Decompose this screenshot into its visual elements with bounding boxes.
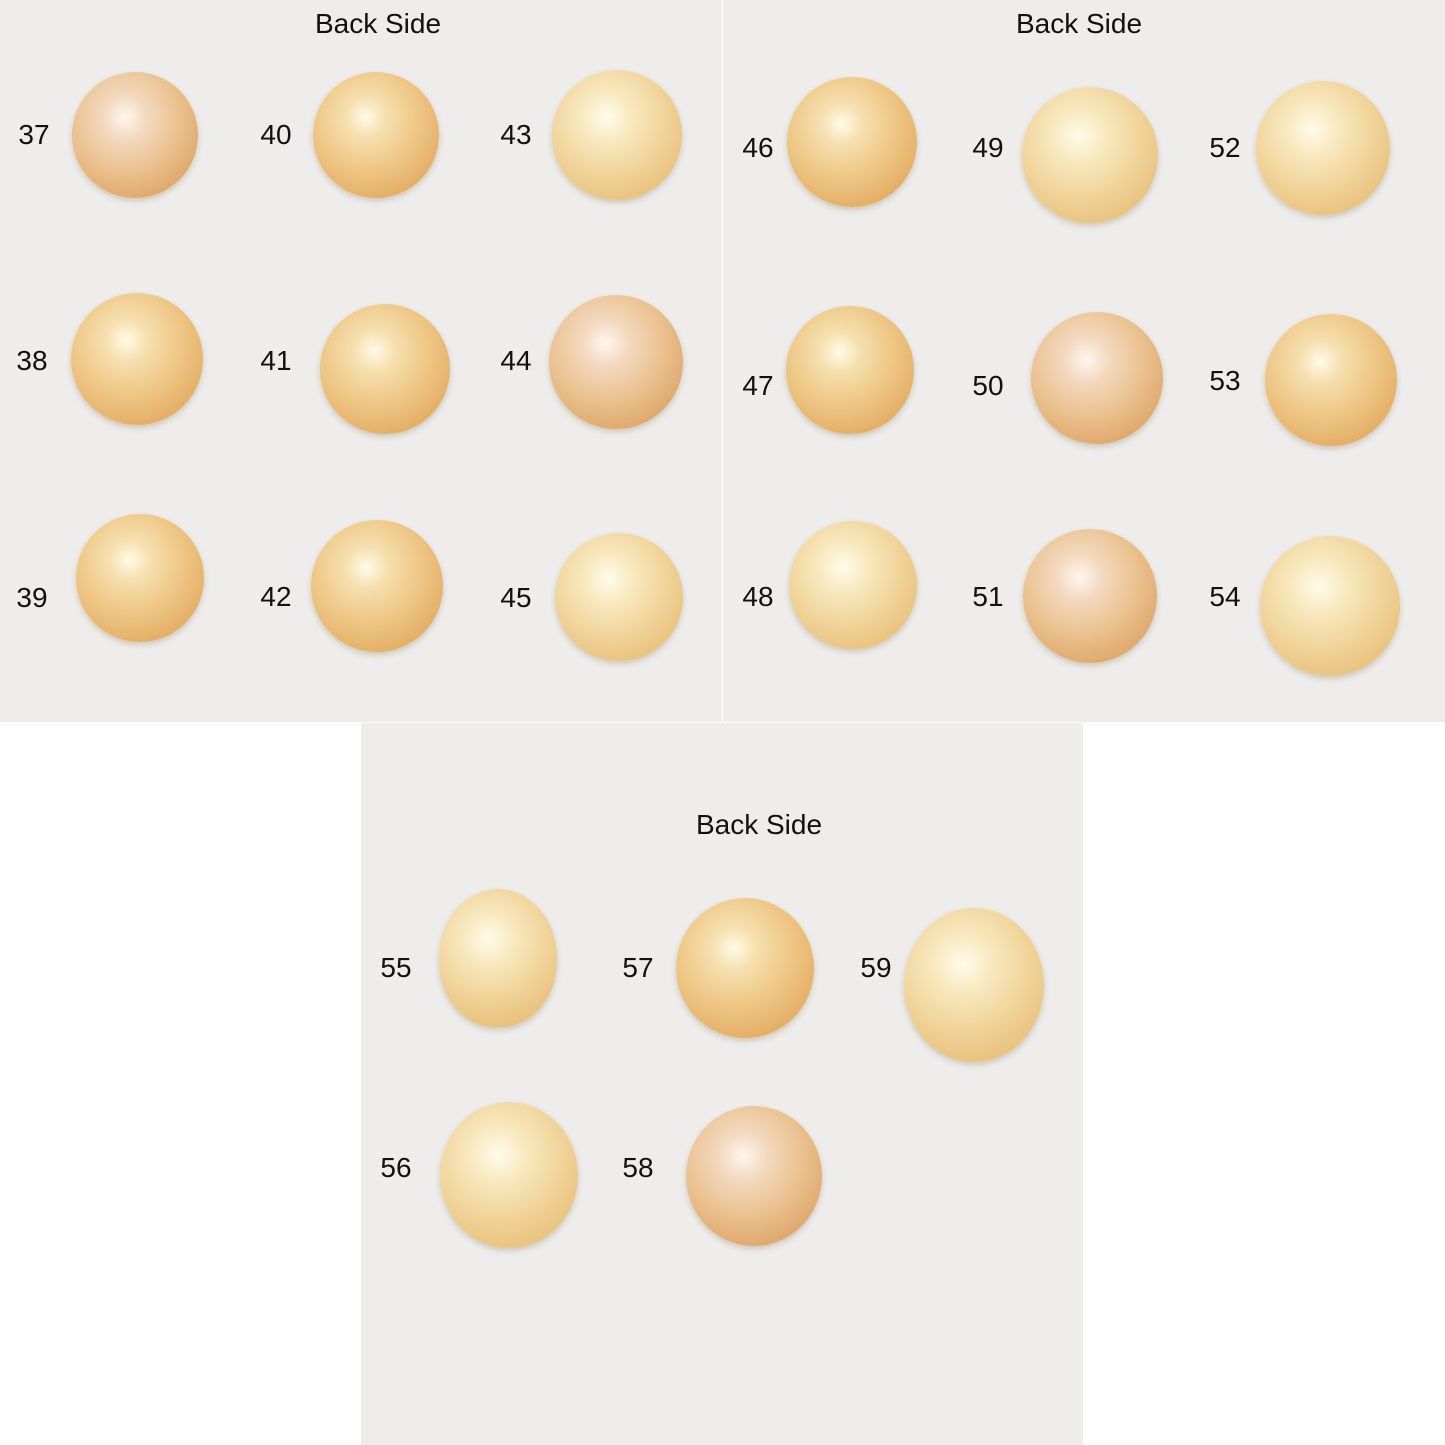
pearl-number: 59: [860, 952, 892, 983]
pearl-image: [320, 304, 450, 434]
pearl-number: 37: [18, 119, 50, 150]
pearl-number: 53: [1209, 365, 1241, 396]
pearl-image: [439, 889, 557, 1027]
pearl-number: 51: [972, 581, 1004, 612]
pearl-image: [72, 72, 198, 198]
pearl-number: 52: [1209, 132, 1241, 163]
pearl-image: [313, 72, 439, 198]
pearl-image: [440, 1102, 578, 1248]
pearl-image: [552, 70, 682, 200]
pearl-number: 42: [260, 581, 292, 612]
pearl-image: [904, 908, 1044, 1062]
panel-title: Back Side: [314, 8, 442, 39]
pearl-number: 41: [260, 345, 292, 376]
pearl-image: [789, 521, 917, 649]
pearl-number: 43: [500, 119, 532, 150]
pearl-number: 44: [500, 345, 532, 376]
pearl-number: 39: [16, 582, 48, 613]
panel-title: Back Side: [695, 809, 823, 840]
pearl-number: 45: [500, 582, 532, 613]
pearl-image: [76, 514, 204, 642]
pearl-number: 50: [972, 370, 1004, 401]
pearl-image: [1023, 529, 1157, 663]
pearl-image: [676, 898, 814, 1038]
pearl-image: [1260, 536, 1400, 676]
pearl-image: [1031, 312, 1163, 444]
pearl-image: [1265, 314, 1397, 446]
pearl-image: [311, 520, 443, 652]
pearl-number: 55: [380, 952, 412, 983]
pearl-image: [549, 295, 683, 429]
panel-title: Back Side: [1015, 8, 1143, 39]
pearl-image: [686, 1106, 822, 1246]
pearl-number: 49: [972, 132, 1004, 163]
pearl-number: 40: [260, 119, 292, 150]
pearl-number: 57: [622, 952, 654, 983]
pearl-image: [1256, 81, 1390, 215]
pearl-number: 38: [16, 345, 48, 376]
pearl-image: [787, 77, 917, 207]
pearl-number: 56: [380, 1152, 412, 1183]
pearl-number: 54: [1209, 581, 1241, 612]
pearl-number: 47: [742, 370, 774, 401]
panel-bottom: [361, 723, 1083, 1445]
pearl-image: [786, 306, 914, 434]
pearl-number: 46: [742, 132, 774, 163]
pearl-number: 48: [742, 581, 774, 612]
pearl-number: 58: [622, 1152, 654, 1183]
pearl-image: [1022, 87, 1158, 223]
pearl-image: [71, 293, 203, 425]
pearl-image: [555, 533, 683, 661]
